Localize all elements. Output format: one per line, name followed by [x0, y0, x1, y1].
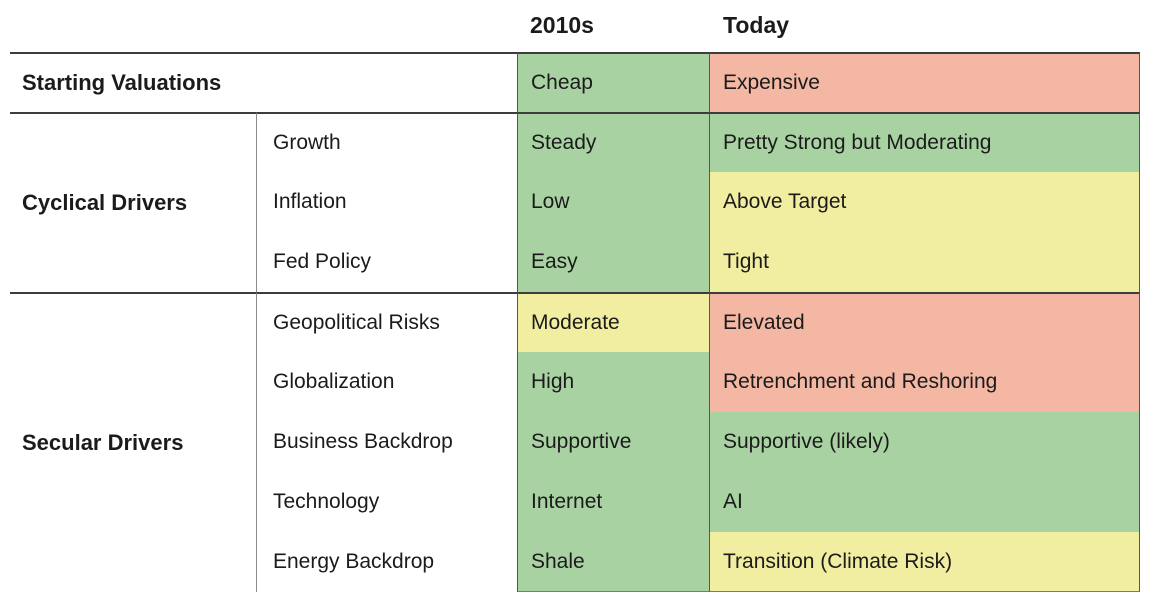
row-group-label-cyclical-drivers: Cyclical Drivers — [10, 112, 256, 292]
value-cell-2010s: Cheap — [517, 52, 710, 112]
value-cell-today: Elevated — [710, 292, 1140, 352]
value-cell-today: Supportive (likely) — [710, 412, 1140, 472]
value-cell-2010s: Steady — [517, 112, 710, 172]
driver-label: Geopolitical Risks — [256, 292, 517, 352]
value-cell-today: Pretty Strong but Moderating — [710, 112, 1140, 172]
row-group-label-starting-valuations: Starting Valuations — [10, 52, 517, 112]
value-cell-2010s: Shale — [517, 532, 710, 592]
driver-label: Business Backdrop — [256, 412, 517, 472]
column-header-today: Today — [723, 12, 790, 39]
value-cell-2010s: Low — [517, 172, 710, 232]
column-header-2010s: 2010s — [530, 12, 594, 39]
value-cell-today: Transition (Climate Risk) — [710, 532, 1140, 592]
value-cell-2010s: High — [517, 352, 710, 412]
value-cell-today: Expensive — [710, 52, 1140, 112]
value-cell-today: Above Target — [710, 172, 1140, 232]
value-cell-today: Retrenchment and Reshoring — [710, 352, 1140, 412]
driver-label: Globalization — [256, 352, 517, 412]
driver-label: Growth — [256, 112, 517, 172]
driver-label: Technology — [256, 472, 517, 532]
row-group-label-secular-drivers: Secular Drivers — [10, 292, 256, 592]
driver-label: Energy Backdrop — [256, 532, 517, 592]
driver-label: Inflation — [256, 172, 517, 232]
value-cell-2010s: Moderate — [517, 292, 710, 352]
value-cell-today: Tight — [710, 232, 1140, 292]
comparison-table: 2010s Today Starting Valuations Cheap Ex… — [10, 0, 1140, 592]
value-cell-today: AI — [710, 472, 1140, 532]
value-cell-2010s: Internet — [517, 472, 710, 532]
value-cell-2010s: Easy — [517, 232, 710, 292]
value-cell-2010s: Supportive — [517, 412, 710, 472]
driver-label: Fed Policy — [256, 232, 517, 292]
